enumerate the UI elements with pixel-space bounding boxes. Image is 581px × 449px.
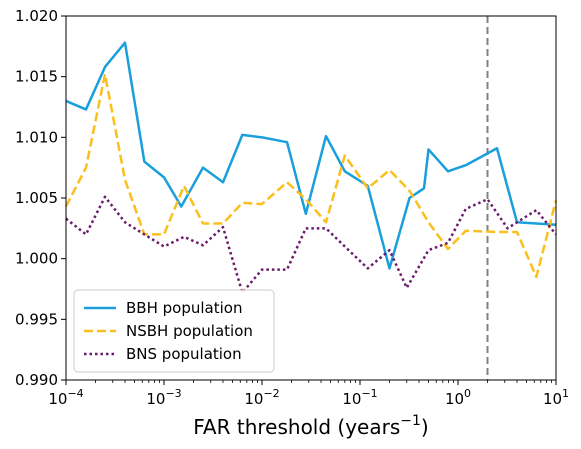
x-axis-ticks: 10−4 10−3 10−2 10−1 100 101 bbox=[48, 380, 569, 408]
legend-box bbox=[73, 289, 275, 373]
y-tick-label: 0.990 bbox=[15, 371, 58, 389]
y-axis-ticks: 0.990 0.995 1.000 1.005 1.010 1.015 1.020 bbox=[15, 7, 66, 389]
y-tick-label: 0.995 bbox=[15, 310, 58, 328]
x-axis-label: FAR threshold (years−1) bbox=[193, 413, 428, 439]
legend-label: BBH population bbox=[126, 299, 242, 317]
legend-label: NSBH population bbox=[126, 322, 253, 340]
plot-frame bbox=[65, 15, 557, 381]
x-tick-label: 10−2 bbox=[244, 387, 279, 408]
y-tick-label: 1.000 bbox=[15, 250, 58, 268]
x-tick-label: 100 bbox=[445, 387, 471, 408]
series-line-bns bbox=[65, 195, 557, 294]
series-layer bbox=[64, 41, 558, 294]
x-tick-label: 101 bbox=[543, 387, 569, 408]
series-line-nsbh bbox=[64, 72, 558, 279]
x-tick-label: 10−4 bbox=[48, 387, 83, 408]
x-tick-label: 10−3 bbox=[146, 387, 181, 408]
y-tick-label: 1.005 bbox=[15, 189, 58, 207]
legend-label: BNS population bbox=[126, 345, 242, 363]
y-tick-label: 1.015 bbox=[15, 68, 58, 86]
legend: BBH population NSBH population BNS populat… bbox=[73, 289, 275, 373]
y-tick-label: 1.020 bbox=[15, 7, 58, 25]
y-tick-label: 1.010 bbox=[15, 128, 58, 146]
series-line-bbh bbox=[65, 41, 557, 270]
x-tick-label: 10−1 bbox=[342, 387, 377, 408]
